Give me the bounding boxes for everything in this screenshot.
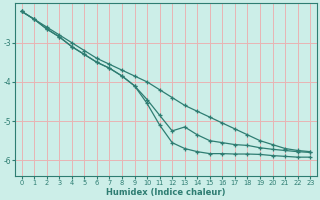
X-axis label: Humidex (Indice chaleur): Humidex (Indice chaleur)	[106, 188, 226, 197]
